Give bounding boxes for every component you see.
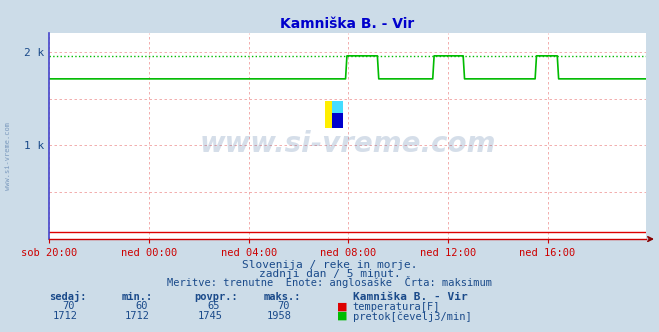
Text: min.:: min.: [122, 292, 153, 302]
Text: 60: 60 [135, 301, 148, 311]
Text: 70: 70 [63, 301, 75, 311]
Text: pretok[čevelj3/min]: pretok[čevelj3/min] [353, 311, 471, 322]
Text: povpr.:: povpr.: [194, 292, 238, 302]
Text: Kamniška B. - Vir: Kamniška B. - Vir [353, 292, 467, 302]
Text: maks.:: maks.: [264, 292, 301, 302]
Text: ■: ■ [337, 311, 348, 321]
Title: Kamniška B. - Vir: Kamniška B. - Vir [281, 17, 415, 31]
Text: 1712: 1712 [125, 311, 150, 321]
Text: 1712: 1712 [53, 311, 78, 321]
Text: ■: ■ [337, 301, 348, 311]
Text: sedaj:: sedaj: [49, 291, 87, 302]
FancyBboxPatch shape [332, 114, 343, 128]
Text: www.si-vreme.com: www.si-vreme.com [5, 122, 11, 190]
Text: 1958: 1958 [267, 311, 292, 321]
Text: temperatura[F]: temperatura[F] [353, 302, 440, 312]
Text: 1745: 1745 [198, 311, 223, 321]
Text: Meritve: trenutne  Enote: anglosaške  Črta: maksimum: Meritve: trenutne Enote: anglosaške Črta… [167, 276, 492, 288]
Text: www.si-vreme.com: www.si-vreme.com [200, 130, 496, 158]
Text: 70: 70 [277, 301, 289, 311]
FancyBboxPatch shape [325, 101, 340, 128]
Text: 65: 65 [208, 301, 220, 311]
FancyBboxPatch shape [332, 101, 343, 128]
Text: Slovenija / reke in morje.: Slovenija / reke in morje. [242, 260, 417, 270]
Text: zadnji dan / 5 minut.: zadnji dan / 5 minut. [258, 269, 401, 279]
